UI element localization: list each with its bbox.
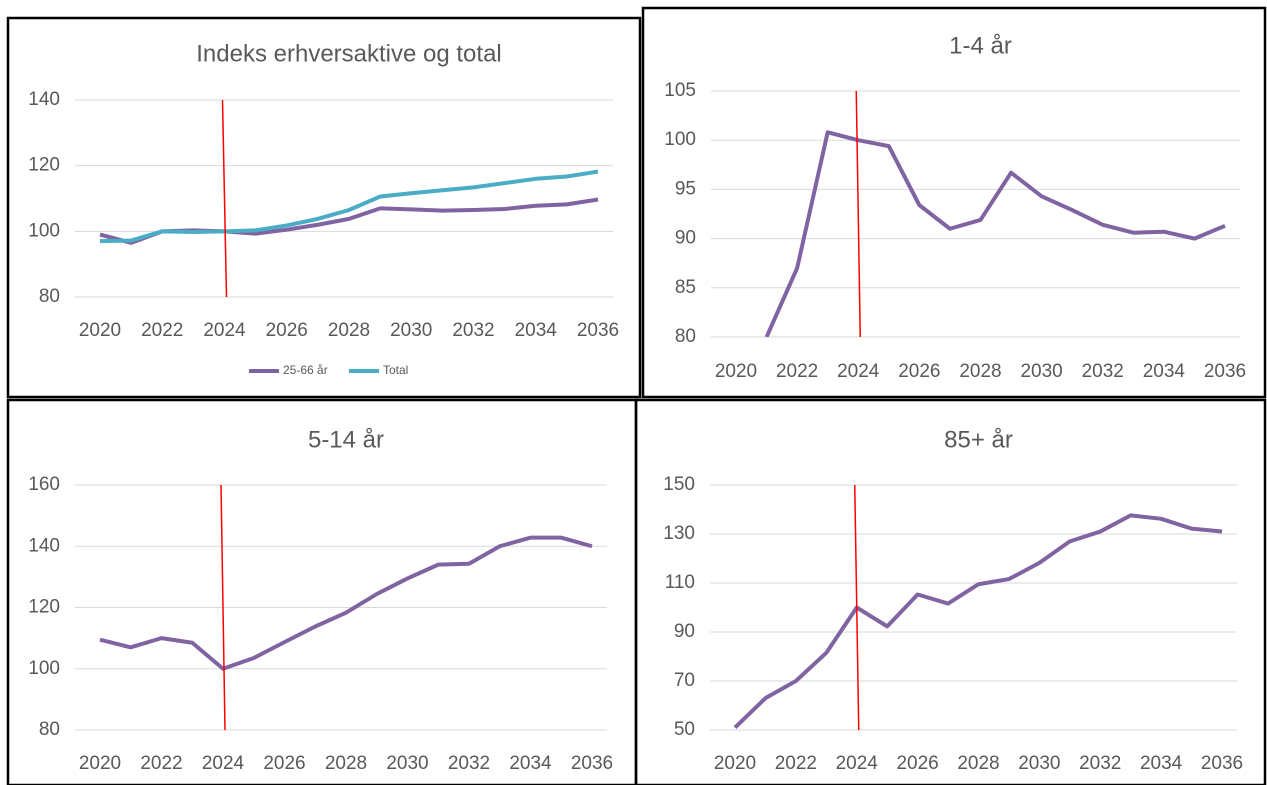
chart-panel: 1-4 år 80 85 90 95 100 105 2020 2022 2024 2026 2028… <box>641 6 1267 399</box>
x-tick-label: 2036 <box>1201 753 1243 774</box>
x-tick-label: 2024 <box>836 753 879 774</box>
y-tick-label: 140 <box>28 535 60 556</box>
panel-border <box>6 16 642 399</box>
y-tick-label: 100 <box>28 658 60 679</box>
y-tick-label: 85 <box>675 277 696 298</box>
x-tick-label: 2036 <box>1204 361 1246 382</box>
x-tick-label: 2028 <box>957 753 999 774</box>
y-tick-label: 150 <box>663 474 695 495</box>
x-tick-label: 2032 <box>452 320 494 341</box>
chart-title: Indeks erhversaktive og total <box>196 40 502 67</box>
x-tick-label: 2024 <box>837 361 880 382</box>
reference-line <box>855 90 861 338</box>
x-tick-label: 2032 <box>1079 753 1121 774</box>
x-tick-label: 2026 <box>263 753 305 774</box>
x-tick-label: 2020 <box>79 753 121 774</box>
series-line <box>99 535 593 671</box>
x-tick-label: 2020 <box>79 320 121 341</box>
x-tick-label: 2036 <box>571 753 613 774</box>
series-line <box>99 169 599 244</box>
x-tick-label: 2034 <box>1140 753 1183 774</box>
y-tick-label: 120 <box>28 597 60 618</box>
x-tick-label: 2028 <box>325 753 367 774</box>
y-tick-label: 70 <box>674 670 695 691</box>
panel-border <box>641 6 1267 399</box>
y-tick-label: 130 <box>663 523 695 544</box>
x-tick-label: 2034 <box>1143 361 1186 382</box>
panel-border <box>634 398 1267 785</box>
series-line <box>764 130 1226 337</box>
x-tick-label: 2024 <box>203 320 246 341</box>
chart-panel: 85+ år 50 70 90 110 130 150 2020 2022 2024 2026 202… <box>634 398 1267 785</box>
x-tick-label: 2030 <box>390 320 432 341</box>
reference-line <box>854 484 860 731</box>
legend-label: 25-66 år <box>283 363 328 377</box>
x-tick-label: 2022 <box>775 753 817 774</box>
legend-label: Total <box>383 363 408 377</box>
x-tick-label: 2034 <box>509 753 552 774</box>
chart-title: 85+ år <box>944 426 1013 453</box>
y-tick-label: 120 <box>28 155 60 176</box>
y-tick-label: 90 <box>675 228 696 249</box>
x-tick-label: 2022 <box>141 320 183 341</box>
reference-line <box>220 484 226 731</box>
x-tick-label: 2032 <box>1082 361 1124 382</box>
x-tick-label: 2030 <box>1018 753 1060 774</box>
x-tick-label: 2020 <box>714 753 756 774</box>
x-tick-label: 2026 <box>266 320 308 341</box>
y-tick-label: 90 <box>674 621 695 642</box>
x-tick-label: 2028 <box>328 320 370 341</box>
series-line <box>733 513 1223 729</box>
x-tick-label: 2022 <box>140 753 182 774</box>
y-tick-label: 80 <box>39 286 60 307</box>
x-tick-label: 2026 <box>896 753 938 774</box>
y-tick-label: 160 <box>28 474 60 495</box>
x-tick-label: 2036 <box>577 320 619 341</box>
y-tick-label: 110 <box>665 572 695 593</box>
y-tick-label: 140 <box>28 89 60 110</box>
y-tick-label: 80 <box>675 326 696 347</box>
x-tick-label: 2032 <box>448 753 490 774</box>
chart-panel: 5-14 år 80 100 120 140 160 2020 2022 2024 2026 202… <box>6 398 638 785</box>
x-tick-label: 2034 <box>515 320 558 341</box>
x-tick-label: 2026 <box>898 361 940 382</box>
x-tick-label: 2028 <box>959 361 1001 382</box>
y-tick-label: 100 <box>28 220 60 241</box>
chart-title: 1-4 år <box>949 32 1012 59</box>
y-tick-label: 105 <box>664 80 696 101</box>
y-tick-label: 95 <box>675 178 696 199</box>
x-tick-label: 2020 <box>715 361 757 382</box>
y-tick-label: 50 <box>674 719 695 740</box>
x-tick-label: 2030 <box>1020 361 1062 382</box>
x-tick-label: 2022 <box>776 361 818 382</box>
x-tick-label: 2030 <box>386 753 428 774</box>
chart-panel: Indeks erhversaktive og total 80 100 120 140… <box>6 16 642 399</box>
y-tick-label: 100 <box>664 129 696 150</box>
y-tick-label: 80 <box>39 719 60 740</box>
x-tick-label: 2024 <box>202 753 245 774</box>
reference-line <box>221 99 228 298</box>
chart-title: 5-14 år <box>308 426 384 453</box>
